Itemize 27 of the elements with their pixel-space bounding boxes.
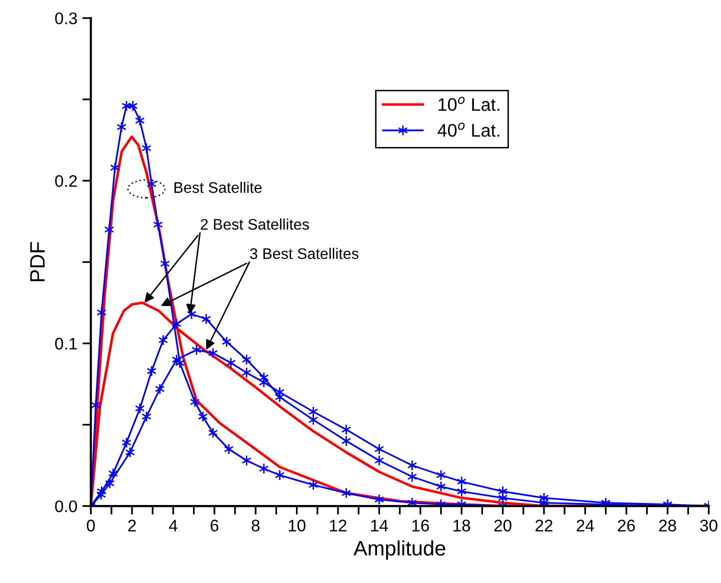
x-tick-label: 18: [454, 520, 470, 532]
y-tick-label: 0.0: [55, 500, 77, 512]
x-tick-label: 6: [210, 520, 218, 532]
legend-label: 10$^{o}$ Lat.: [438, 96, 500, 111]
y-tick-label: 0.2: [55, 175, 77, 187]
x-tick-label: 16: [412, 520, 429, 532]
x-tick-label: 4: [168, 520, 178, 532]
x-tick-label: 12: [330, 520, 346, 532]
x-tick-label: 2: [128, 520, 136, 532]
x-tick-label: 30: [700, 520, 718, 532]
annotation: 3 Best Satellites: [250, 248, 358, 260]
y-tick-label: 0.3: [55, 12, 77, 24]
x-axis-title: Amplitude: [354, 540, 446, 560]
x-tick-label: 20: [494, 520, 512, 532]
x-tick-label: 8: [252, 520, 260, 532]
x-tick-label: 14: [371, 520, 388, 532]
legend-label: 40$^{o}$ Lat.: [438, 122, 500, 137]
y-tick-label: 0.1: [55, 338, 77, 350]
annotation: 2 Best Satellites: [200, 218, 310, 230]
y-axis-title: PDF: [30, 242, 45, 282]
annotation: Best Satellite: [174, 182, 262, 193]
x-tick-label: 24: [576, 520, 594, 532]
x-tick-label: 26: [618, 520, 635, 532]
x-tick-label: 28: [659, 520, 676, 532]
x-tick-label: 10: [288, 520, 306, 532]
x-tick-label: 0: [86, 520, 95, 532]
x-tick-label: 22: [536, 520, 552, 532]
